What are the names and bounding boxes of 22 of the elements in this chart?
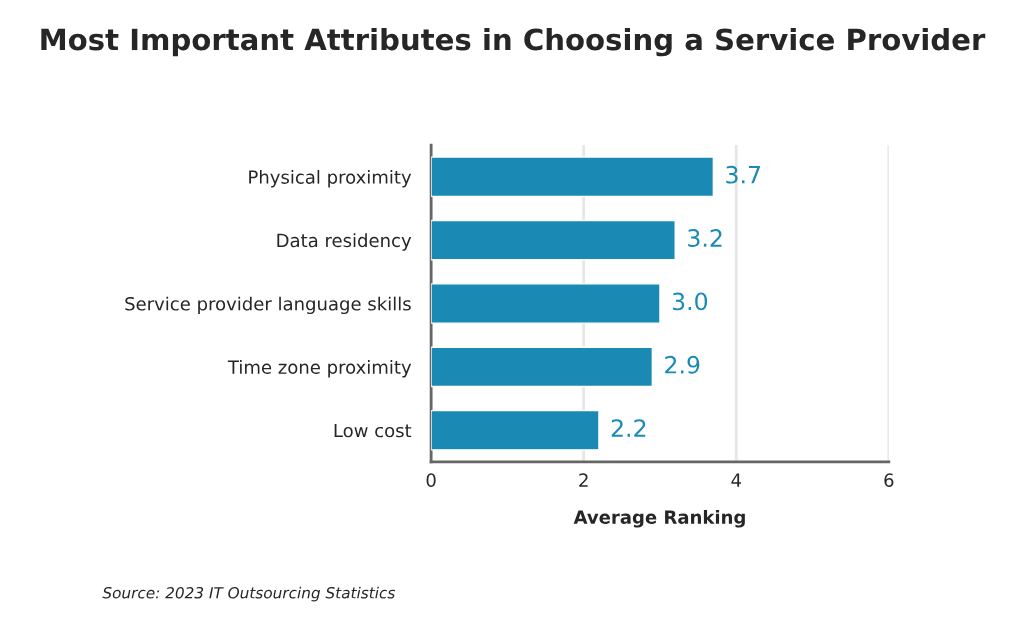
data-label: 3.7 (726, 165, 761, 184)
x-tick-label: 4 (731, 473, 741, 487)
source-note: Source: 2023 IT Outsourcing Statistics (102, 586, 396, 602)
x-tick-label: 0 (426, 473, 436, 487)
data-label: 2.2 (611, 419, 646, 437)
bar (431, 283, 661, 324)
y-tick-label: Data residency (277, 233, 412, 251)
data-label: 2.9 (665, 355, 700, 374)
bar (431, 346, 654, 388)
y-tick-label: Low cost (334, 423, 412, 438)
bar (431, 409, 600, 451)
data-label: 3.0 (672, 292, 708, 311)
y-tick-label: Time zone proximity (227, 359, 412, 378)
bar (431, 156, 715, 198)
x-axis-title: Average Ranking (573, 509, 745, 528)
x-tick-label: 6 (884, 473, 894, 487)
data-label: 3.2 (688, 229, 722, 247)
y-tick-label: Physical proximity (249, 169, 412, 188)
x-tick-label: 2 (579, 473, 588, 487)
chart-title: Most Important Attributes in Choosing a Service Provider (41, 27, 986, 57)
bar (431, 219, 676, 261)
y-tick-label: Service provider language skills (125, 296, 411, 315)
